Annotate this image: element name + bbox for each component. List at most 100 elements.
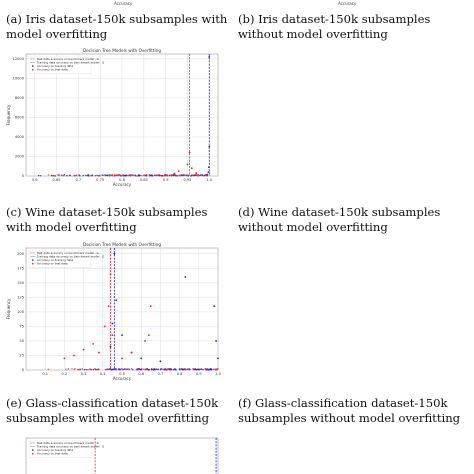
- band-point: [101, 174, 103, 176]
- band-point: [140, 174, 142, 177]
- band-point: [104, 174, 106, 176]
- band-point: [202, 175, 205, 177]
- band-point: [138, 175, 140, 177]
- band-point: [136, 175, 138, 177]
- legend-label: Accuracy on training data: [37, 448, 73, 452]
- legend-label: Training data accuracy on benchmark mode…: [36, 444, 104, 448]
- x-tick-label: 0.9: [163, 178, 169, 182]
- y-tick-label: 4000: [15, 135, 25, 139]
- train-point: [159, 360, 162, 363]
- band-point: [179, 369, 181, 371]
- band-point: [145, 174, 147, 176]
- top-cut-axis-label-a: Accuracy: [114, 1, 133, 6]
- band-point: [205, 368, 207, 370]
- band-point: [183, 368, 185, 370]
- top-cut-axis-label-b: Accuracy: [338, 1, 357, 6]
- band-point: [110, 174, 112, 177]
- band-point: [125, 175, 128, 177]
- band-point: [106, 174, 109, 177]
- band-point: [73, 174, 75, 176]
- test-point: [177, 170, 180, 173]
- y-tick-label: 12000: [13, 57, 25, 61]
- band-point: [87, 368, 89, 371]
- train-point: [207, 171, 210, 173]
- band-point: [90, 369, 92, 371]
- band-point: [188, 368, 191, 370]
- band-point: [181, 369, 184, 371]
- band-point: [50, 174, 53, 177]
- band-point: [74, 368, 76, 370]
- test-point: [107, 305, 110, 307]
- band-point: [75, 174, 77, 177]
- band-point: [199, 174, 201, 177]
- band-point: [136, 368, 139, 370]
- band-point: [131, 369, 134, 371]
- band-point: [69, 174, 71, 176]
- band-point: [119, 174, 122, 177]
- legend-dot-swatch: [31, 259, 34, 261]
- train-point: [215, 340, 217, 342]
- band-point: [168, 368, 171, 370]
- band-point: [124, 368, 126, 370]
- band-point: [174, 174, 176, 176]
- legend-dot-swatch: [31, 68, 34, 71]
- band-point: [54, 175, 57, 177]
- band-point: [143, 174, 145, 176]
- band-point: [63, 174, 65, 176]
- x-tick-label: 0.2: [62, 372, 68, 376]
- band-point: [165, 369, 168, 371]
- chart-c: Decision Tree Models with Overfitting 0.1…: [6, 242, 222, 381]
- band-point: [195, 174, 198, 176]
- test-point: [164, 173, 167, 176]
- x-tick-label: 0.8: [177, 372, 183, 376]
- x-tick-label: 0.65: [53, 178, 61, 182]
- caption-b: (b) Iris dataset-150k subsamples without…: [238, 12, 431, 41]
- legend-label: Test data accuracy on benchmark model - …: [36, 441, 99, 445]
- band-point: [124, 175, 126, 177]
- band-point: [193, 368, 195, 370]
- test-point: [92, 342, 95, 345]
- band-point: [194, 174, 196, 176]
- test-point: [186, 163, 189, 166]
- band-point: [216, 368, 218, 370]
- band-point: [105, 174, 107, 177]
- band-point: [89, 368, 91, 370]
- chart-e: Test data accuracy on benchmark model - …: [25, 437, 219, 474]
- x-tick-label: 0.6: [32, 178, 38, 182]
- train-point: [206, 173, 208, 176]
- legend-dot-swatch: [31, 262, 34, 265]
- train-point: [115, 299, 118, 302]
- legend-box: [28, 440, 92, 458]
- band-point: [111, 174, 114, 176]
- band-point: [174, 368, 176, 370]
- band-point: [208, 368, 211, 371]
- band-point: [182, 174, 184, 176]
- band-point: [107, 368, 109, 371]
- band-point: [115, 369, 117, 371]
- x-tick-label: 0.85: [140, 178, 148, 182]
- band-point: [79, 369, 81, 371]
- band-point: [137, 368, 140, 370]
- train-point: [121, 334, 123, 337]
- band-point: [121, 368, 123, 370]
- test-point: [195, 172, 198, 174]
- legend-label: Test data accuracy on benchmark model - …: [36, 57, 99, 61]
- band-point: [66, 174, 68, 177]
- band-point: [77, 368, 80, 371]
- band-point: [108, 175, 111, 177]
- band-point: [52, 175, 54, 177]
- train-point: [140, 357, 143, 360]
- y-tick-label: 2000: [15, 155, 25, 159]
- caption-a: (a) Iris dataset-150k subsamples with mo…: [6, 12, 228, 41]
- band-point: [140, 369, 142, 371]
- band-point: [117, 174, 119, 177]
- test-point: [149, 305, 152, 307]
- band-point: [184, 369, 186, 371]
- band-point: [154, 369, 157, 371]
- test-point: [111, 334, 114, 337]
- band-point: [178, 174, 180, 177]
- y-tick-label: 0: [22, 174, 25, 178]
- band-point: [65, 368, 67, 370]
- y-tick-label: 50: [19, 339, 24, 343]
- band-point: [98, 175, 100, 177]
